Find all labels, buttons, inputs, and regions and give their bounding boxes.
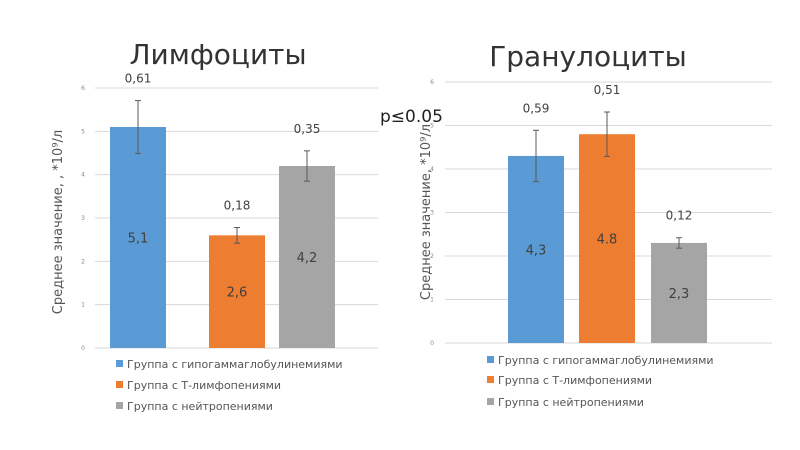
y-tick-label: 3 [430, 210, 434, 217]
y-tick-label: 2 [81, 258, 85, 265]
y-tick-label: 6 [430, 79, 434, 86]
legend-swatch [487, 376, 494, 383]
legend-swatch [116, 402, 123, 409]
y-tick-label: 4 [430, 166, 434, 173]
y-axis-label: Среднее значение, , *10⁹/л [51, 130, 66, 314]
y-tick-label: 5 [430, 123, 434, 130]
data-label: 5,1 [128, 232, 149, 247]
y-tick-label: 3 [81, 215, 85, 222]
error-label: 0,12 [666, 209, 693, 223]
bar [209, 235, 265, 348]
chart-title: Лимфоциты [129, 38, 306, 71]
data-label: 4,3 [526, 243, 547, 258]
data-label: 4.8 [597, 233, 618, 248]
chart-lymphocytes: Лимфоциты 0 1 2 3 4 5 6 Среднее значение, , *10⁹… [51, 38, 378, 413]
legend-label: Группа с нейтропениями [127, 400, 273, 413]
bar [579, 134, 635, 343]
y-tick-label: 0 [81, 345, 85, 352]
chart-granulocytes: Гранулоциты 0 1 2 3 4 5 6 Среднее значение, *10⁹… [419, 40, 772, 409]
bar [279, 166, 335, 348]
y-tick-label: 5 [81, 128, 85, 135]
y-tick-label: 2 [430, 253, 434, 260]
legend-label: Группа с гипогаммаглобулинемиями [498, 354, 714, 367]
p-value-annotation: p≤0.05 [380, 107, 443, 127]
y-tick-label: 1 [430, 297, 434, 304]
legend-label: Группа с Т-лимфопениями [498, 374, 652, 387]
data-label: 4,2 [297, 251, 318, 266]
legend-label: Группа с нейтропениями [498, 396, 644, 409]
error-label: 0,61 [125, 72, 152, 86]
error-label: 0,59 [523, 101, 550, 115]
y-tick-label: 4 [81, 172, 85, 179]
chart-title: Гранулоциты [489, 40, 687, 73]
legend-swatch [487, 398, 494, 405]
bar [651, 242, 707, 343]
legend-label: Группа с Т-лимфопениями [127, 379, 281, 392]
error-label: 0,35 [294, 122, 321, 136]
legend-swatch [116, 381, 123, 388]
y-tick-label: 1 [81, 302, 85, 309]
data-label: 2,3 [669, 287, 690, 302]
legend-swatch [116, 360, 123, 367]
error-label: 0,18 [224, 199, 251, 213]
bar [110, 127, 166, 348]
bar [508, 155, 564, 343]
y-axis-label: Среднее значение, *10⁹/л [419, 124, 434, 300]
legend-swatch [487, 356, 494, 363]
legend-label: Группа с гипогаммаглобулинемиями [127, 358, 343, 371]
error-label: 0,51 [594, 83, 621, 97]
data-label: 2,6 [227, 286, 248, 301]
y-tick-label: 0 [430, 340, 434, 347]
y-tick-label: 6 [81, 85, 85, 92]
